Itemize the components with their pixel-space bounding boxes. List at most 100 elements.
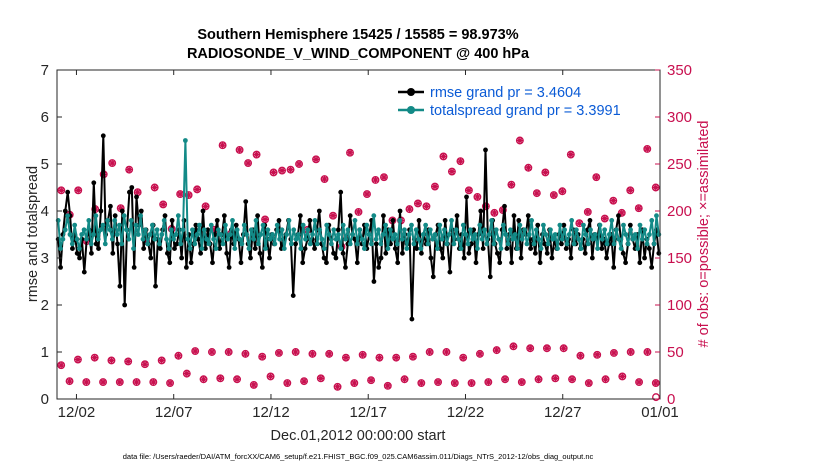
totalspread-point xyxy=(376,227,381,233)
obs-upper-marker-assimilated xyxy=(558,187,566,195)
rmse-point xyxy=(428,255,434,261)
totalspread-point xyxy=(248,227,254,233)
totalspread-point xyxy=(312,218,318,223)
x-tick-label: 01/01 xyxy=(641,404,679,421)
totalspread-point xyxy=(95,236,101,242)
rmse-point xyxy=(169,218,175,223)
rmse-point xyxy=(419,250,424,256)
rmse-point xyxy=(243,199,249,205)
totalspread-point xyxy=(625,241,631,247)
totalspread-point xyxy=(204,236,209,242)
rmse-point xyxy=(164,250,170,256)
totalspread-point xyxy=(321,246,327,252)
rmse-point xyxy=(478,208,484,214)
totalspread-point xyxy=(246,246,252,252)
rmse-point xyxy=(58,265,63,270)
axis-ticks: 0 1 2 3 4 5 6 7 0 50 100 150 200 250 300 350 12/02 12/07 1… xyxy=(41,62,692,421)
rmse-point xyxy=(224,250,230,256)
rmse-point xyxy=(259,265,265,270)
obs-lower-marker-assimilated xyxy=(149,378,157,386)
rmse-point xyxy=(96,246,101,252)
obs-upper-marker-assimilated xyxy=(550,191,558,199)
totalspread-point xyxy=(182,138,188,143)
totalspread-point xyxy=(524,241,530,247)
totalspread-point xyxy=(333,236,339,242)
obs-upper-marker-assimilated xyxy=(618,209,626,217)
totalspread-point xyxy=(55,218,61,223)
totalspread-point xyxy=(489,218,494,223)
rmse-point xyxy=(620,250,626,256)
totalspread-point xyxy=(270,232,275,237)
totalspread-point xyxy=(364,222,370,228)
rmse-point xyxy=(414,246,420,252)
totalspread-point xyxy=(538,246,544,252)
totalspread-point xyxy=(126,236,132,242)
totalspread-point xyxy=(423,222,429,228)
totalspread-point xyxy=(592,232,598,237)
rmse-point xyxy=(497,260,503,266)
totalspread-point xyxy=(260,222,266,228)
obs-upper-marker-assimilated xyxy=(117,204,125,212)
totalspread-point xyxy=(491,241,497,247)
totalspread-point xyxy=(599,236,605,242)
obs-lower-marker-assimilated xyxy=(576,352,584,360)
rmse-point xyxy=(233,222,239,228)
obs-upper-marker-assimilated xyxy=(185,191,193,199)
totalspread-point xyxy=(482,227,487,233)
rmse-point xyxy=(528,246,534,252)
obs-upper-marker-assimilated xyxy=(567,151,575,159)
totalspread-point xyxy=(637,222,643,228)
totalspread-point xyxy=(338,246,344,252)
obs-upper-marker-assimilated xyxy=(584,208,592,216)
obs-upper-marker-assimilated xyxy=(482,202,490,210)
totalspread-point xyxy=(255,241,261,247)
totalspread-point xyxy=(244,232,250,237)
obs-lower-marker-assimilated xyxy=(585,379,593,387)
x-tick-label: 12/22 xyxy=(447,404,485,421)
obs-upper-marker-assimilated xyxy=(601,215,609,223)
rmse-point xyxy=(77,255,82,261)
obs-lower-marker-assimilated xyxy=(375,354,383,362)
rmse-point xyxy=(276,218,282,223)
totalspread-point xyxy=(588,227,593,233)
totalspread-point xyxy=(149,222,155,228)
rmse-point xyxy=(221,213,227,219)
totalspread-point xyxy=(477,222,483,228)
obs-upper-marker-assimilated xyxy=(210,226,218,234)
totalspread-point xyxy=(510,236,516,242)
totalspread-point xyxy=(647,232,652,237)
rmse-point xyxy=(511,213,517,219)
obs-lower-marker-assimilated xyxy=(57,361,65,369)
rmse-point xyxy=(200,208,206,214)
totalspread-point xyxy=(58,246,63,252)
totalspread-point xyxy=(406,232,412,237)
obs-lower-marker-assimilated xyxy=(267,372,275,380)
y-right-tick-label: 300 xyxy=(667,109,692,126)
obs-upper-marker-assimilated xyxy=(346,149,354,157)
rmse-point xyxy=(480,246,486,252)
y-right-tick-label: 100 xyxy=(667,297,692,314)
totalspread-point xyxy=(378,241,384,247)
rmse-point xyxy=(502,203,507,209)
totalspread-point xyxy=(159,232,165,237)
series-lines xyxy=(55,133,662,322)
totalspread-point xyxy=(416,236,421,242)
totalspread-point xyxy=(284,232,290,237)
rmse-point xyxy=(312,246,317,252)
totalspread-point xyxy=(449,218,454,223)
rmse-point xyxy=(65,189,71,195)
totalspread-point xyxy=(576,236,582,242)
obs-lower-marker-assimilated xyxy=(367,376,375,384)
obs-upper-marker-assimilated xyxy=(125,166,133,174)
legend-rmse-label: rmse grand pr = 3.4604 xyxy=(430,85,581,101)
obs-lower-marker-assimilated xyxy=(66,377,74,385)
totalspread-point xyxy=(352,218,358,223)
rmse-point xyxy=(179,255,185,261)
totalspread-point xyxy=(171,236,176,242)
rmse-point xyxy=(290,293,296,298)
rmse-point xyxy=(383,250,389,256)
obs-lower-marker-assimilated xyxy=(141,360,149,368)
totalspread-point xyxy=(173,232,179,237)
totalspread-point xyxy=(296,232,301,237)
rmse-point xyxy=(589,255,595,261)
